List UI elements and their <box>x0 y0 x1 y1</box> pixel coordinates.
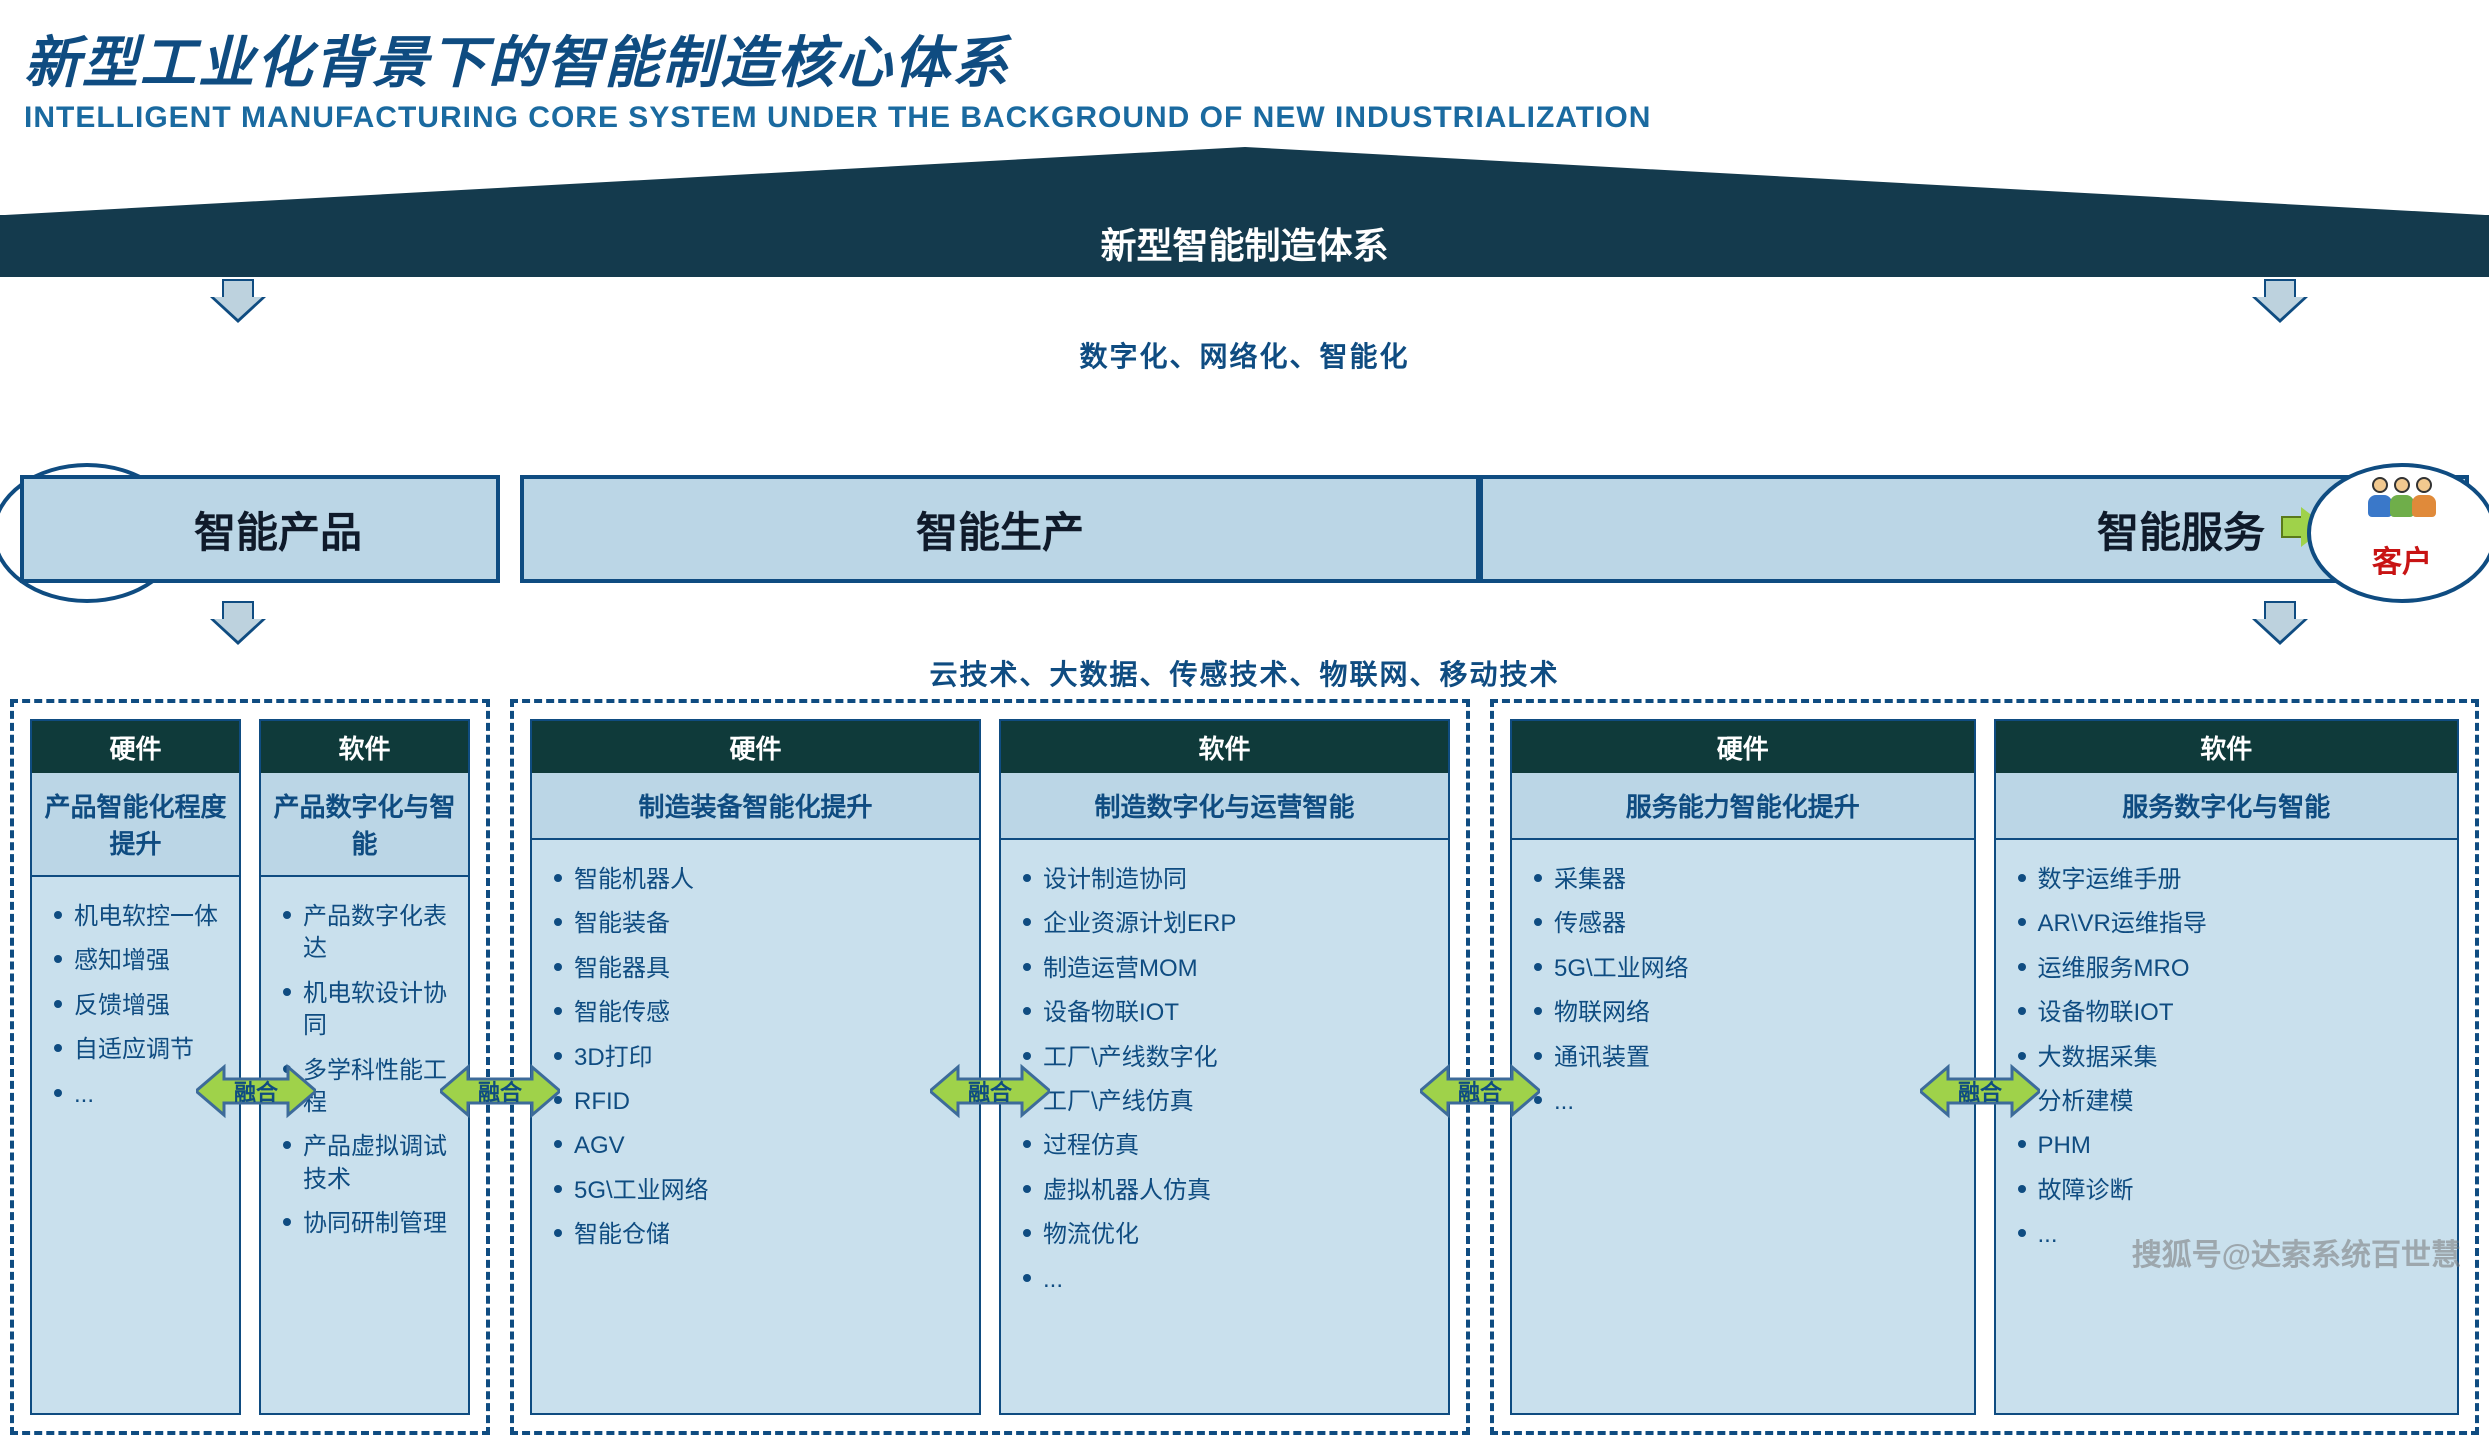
list-item: 产品虚拟调试技术 <box>275 1125 460 1202</box>
list-item: 工厂\产线仿真 <box>1015 1080 1440 1124</box>
list-item: 设备物联IOT <box>2010 991 2450 1035</box>
list-item: ... <box>1526 1080 1966 1124</box>
card-head: 硬件 <box>532 721 979 773</box>
fuse-arrow-icon: 融合 <box>1920 1059 2040 1123</box>
list-item: 感知增强 <box>46 939 231 983</box>
list-item: ... <box>1015 1258 1440 1302</box>
list-item: 机电软控一体 <box>46 895 231 939</box>
columns-wrap: 硬件 产品智能化程度提升 机电软控一体感知增强反馈增强自适应调节... 软件 产… <box>10 699 2479 1439</box>
card-service-hw: 硬件 服务能力智能化提升 采集器传感器5G\工业网络物联网络通讯装置... <box>1510 719 1976 1415</box>
tagline-digital: 数字化、网络化、智能化 <box>0 335 2489 375</box>
pillar-label: 智能生产 <box>916 499 1084 560</box>
list-item: 机电软设计协同 <box>275 972 460 1049</box>
card-body: 设计制造协同企业资源计划ERP制造运营MOM设备物联IOT工厂\产线数字化工厂\… <box>1001 840 1448 1413</box>
customer-label: 客户 <box>2372 537 2432 581</box>
fuse-arrow-icon: 融合 <box>196 1059 316 1123</box>
list-item: 智能装备 <box>546 902 971 946</box>
list-item: 过程仿真 <box>1015 1124 1440 1168</box>
list-item: 大数据采集 <box>2010 1036 2450 1080</box>
fuse-label: 融合 <box>1958 1075 2002 1107</box>
list-item: 物流优化 <box>1015 1213 1440 1257</box>
roof: 新型智能制造体系 <box>0 147 2489 277</box>
list-item: PHM <box>2010 1124 2450 1168</box>
list-item: 虚拟机器人仿真 <box>1015 1169 1440 1213</box>
list-item: 设计制造协同 <box>1015 858 1440 902</box>
card-sub: 服务能力智能化提升 <box>1512 773 1974 840</box>
list-item: 5G\工业网络 <box>546 1169 971 1213</box>
pillar-product: 智能产品 <box>20 475 500 583</box>
fuse-arrow-icon: 融合 <box>930 1059 1050 1123</box>
title-block: 新型工业化背景下的智能制造核心体系 INTELLIGENT MANUFACTUR… <box>0 0 2489 135</box>
card-sub: 制造装备智能化提升 <box>532 773 979 840</box>
list-item: 数字运维手册 <box>2010 858 2450 902</box>
fuse-label: 融合 <box>968 1075 1012 1107</box>
down-arrows-row-1 <box>0 277 2489 327</box>
list-item: 反馈增强 <box>46 984 231 1028</box>
list-item: 智能仓储 <box>546 1213 971 1257</box>
card-sub: 产品数字化与智能 <box>261 773 468 877</box>
fuse-arrow-icon: 融合 <box>440 1059 560 1123</box>
list-item: 传感器 <box>1526 902 1966 946</box>
pillar-production: 智能生产 <box>520 475 1480 583</box>
list-item: 产品数字化表达 <box>275 895 460 972</box>
list-item: RFID <box>546 1080 971 1124</box>
arrow-down-icon <box>208 279 268 325</box>
list-item: 故障诊断 <box>2010 1169 2450 1213</box>
list-item: 5G\工业网络 <box>1526 947 1966 991</box>
watermark: 搜狐号@达索系统百世慧 <box>2132 1230 2461 1274</box>
arrow-down-icon <box>2250 279 2310 325</box>
list-item: AGV <box>546 1124 971 1168</box>
fuse-label: 融合 <box>234 1075 278 1107</box>
title-en: INTELLIGENT MANUFACTURING CORE SYSTEM UN… <box>24 101 2465 135</box>
card-service-sw: 软件 服务数字化与智能 数字运维手册AR\VR运维指导运维服务MRO设备物联IO… <box>1994 719 2460 1415</box>
card-body: 机电软控一体感知增强反馈增强自适应调节... <box>32 877 239 1413</box>
arrow-down-icon <box>208 601 268 647</box>
card-production-hw: 硬件 制造装备智能化提升 智能机器人智能装备智能器具智能传感3D打印RFIDAG… <box>530 719 981 1415</box>
card-head: 硬件 <box>1512 721 1974 773</box>
card-head: 硬件 <box>32 721 239 773</box>
tagline-tech: 云技术、大数据、传感技术、物联网、移动技术 <box>0 653 2489 693</box>
title-cn: 新型工业化背景下的智能制造核心体系 <box>24 18 2465 99</box>
list-item: 智能机器人 <box>546 858 971 902</box>
list-item: 企业资源计划ERP <box>1015 902 1440 946</box>
card-sub: 制造数字化与运营智能 <box>1001 773 1448 840</box>
roof-label: 新型智能制造体系 <box>0 215 2489 277</box>
card-head: 软件 <box>261 721 468 773</box>
down-arrows-row-2 <box>0 599 2489 649</box>
card-body: 数字运维手册AR\VR运维指导运维服务MRO设备物联IOT大数据采集分析建模PH… <box>1996 840 2458 1413</box>
pillar-label: 智能产品 <box>194 499 362 560</box>
list-item: 智能器具 <box>546 947 971 991</box>
fuse-label: 融合 <box>478 1075 522 1107</box>
list-item: 3D打印 <box>546 1036 971 1080</box>
list-item: 采集器 <box>1526 858 1966 902</box>
list-item: 分析建模 <box>2010 1080 2450 1124</box>
card-head: 软件 <box>1996 721 2458 773</box>
pillar-label: 智能服务 <box>2097 499 2265 560</box>
list-item: 智能传感 <box>546 991 971 1035</box>
customer-oval-right: 客户 <box>2307 463 2489 603</box>
fuse-label: 融合 <box>1458 1075 1502 1107</box>
card-body: 智能机器人智能装备智能器具智能传感3D打印RFIDAGV5G\工业网络智能仓储 <box>532 840 979 1413</box>
fuse-arrow-icon: 融合 <box>1420 1059 1540 1123</box>
roof-triangle <box>5 147 2485 215</box>
card-sub: 服务数字化与智能 <box>1996 773 2458 840</box>
list-item: 协同研制管理 <box>275 1202 460 1246</box>
card-sub: 产品智能化程度提升 <box>32 773 239 877</box>
list-item: 通讯装置 <box>1526 1036 1966 1080</box>
list-item: 工厂\产线数字化 <box>1015 1036 1440 1080</box>
card-production-sw: 软件 制造数字化与运营智能 设计制造协同企业资源计划ERP制造运营MOM设备物联… <box>999 719 1450 1415</box>
card-body: 采集器传感器5G\工业网络物联网络通讯装置... <box>1512 840 1974 1413</box>
list-item: 物联网络 <box>1526 991 1966 1035</box>
arrow-down-icon <box>2250 601 2310 647</box>
list-item: 制造运营MOM <box>1015 947 1440 991</box>
list-item: 设备物联IOT <box>1015 991 1440 1035</box>
card-body: 产品数字化表达机电软设计协同多学科性能工程产品虚拟调试技术协同研制管理 <box>261 877 468 1413</box>
list-item: 运维服务MRO <box>2010 947 2450 991</box>
list-item: AR\VR运维指导 <box>2010 902 2450 946</box>
card-head: 软件 <box>1001 721 1448 773</box>
pillar-band: 智能产品 智能生产 智能服务 <box>20 475 2469 583</box>
people-icon <box>2369 477 2435 519</box>
